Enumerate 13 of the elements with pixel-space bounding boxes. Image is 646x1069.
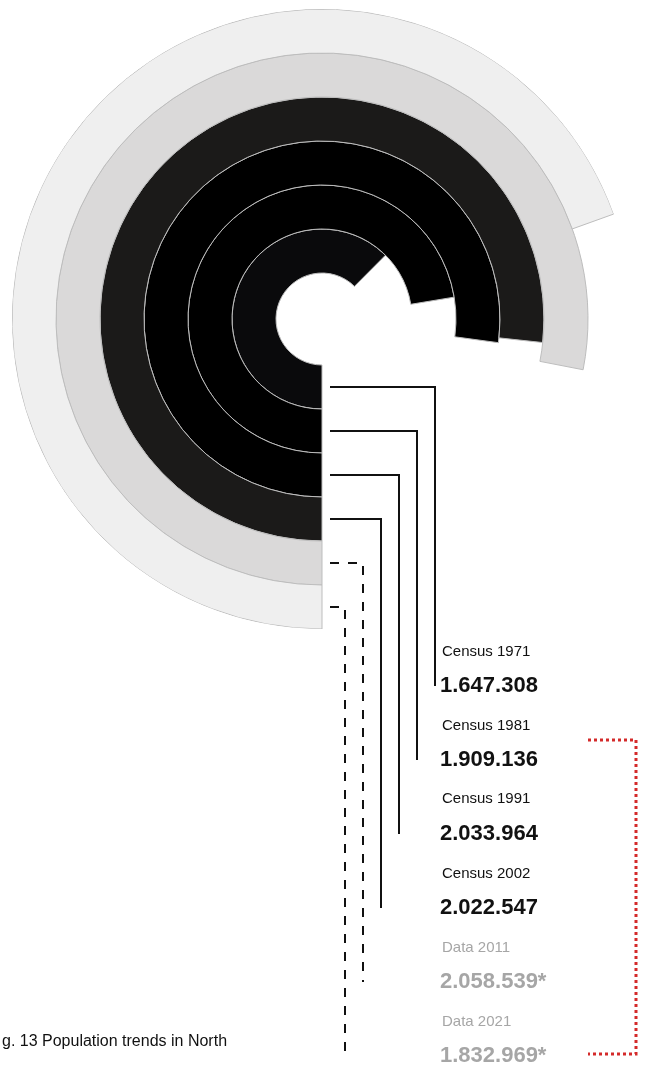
text: g. 13 Population trends in North xyxy=(2,1032,228,1049)
category-label: Census 2002 xyxy=(442,864,531,881)
category-label: Census 1981 xyxy=(442,716,531,733)
category-label: Data 2011 xyxy=(442,938,511,955)
data-label: 1.909.136 xyxy=(440,746,538,771)
data-label: 2.033.964 xyxy=(440,820,539,845)
data-label: 2.058.539* xyxy=(440,968,547,993)
data-label: 1.647.308 xyxy=(440,672,538,697)
category-label: Census 1991 xyxy=(442,789,531,806)
category-label: Data 2021 xyxy=(442,1012,512,1029)
data-label: 2.022.547 xyxy=(440,894,538,919)
category-label: Census 1971 xyxy=(442,642,531,659)
data-label: 1.832.969* xyxy=(440,1042,547,1067)
